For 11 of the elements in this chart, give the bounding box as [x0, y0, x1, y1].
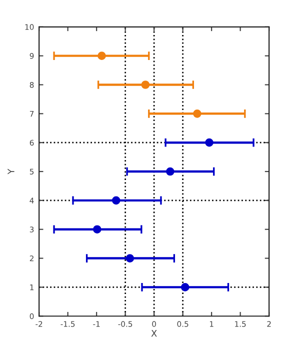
y-axis-title: Y — [8, 168, 14, 174]
point — [166, 167, 174, 176]
point — [126, 254, 134, 262]
point — [180, 283, 190, 292]
point — [92, 225, 102, 234]
point — [98, 52, 106, 60]
point — [112, 196, 120, 205]
x-axis-title: X — [151, 330, 157, 337]
point — [193, 110, 202, 118]
point — [205, 138, 214, 147]
point — [141, 80, 150, 89]
